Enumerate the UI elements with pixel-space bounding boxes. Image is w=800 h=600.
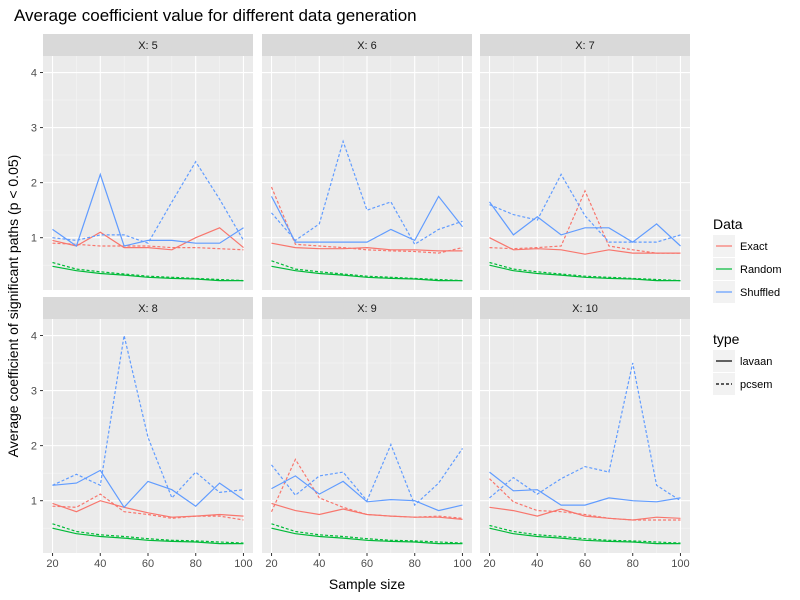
series-line-random-lavaan — [489, 264, 681, 282]
x-tick-label: 40 — [531, 558, 543, 570]
series-line-exact-lavaan — [271, 242, 463, 252]
x-tick-label: 80 — [627, 558, 639, 570]
y-tick-label: 3 — [31, 123, 37, 135]
series-line-random-lavaan — [52, 265, 244, 282]
legend-label: lavaan — [740, 356, 772, 368]
facet-panel: X: 8 1 2 3 4 20 40 60 80 100 — [31, 297, 253, 570]
x-tick-label: 80 — [190, 558, 202, 570]
facet-strip-label: X: 7 — [575, 40, 595, 52]
series-line-shuffled-lavaan — [270, 195, 463, 243]
series-line-exact-pcsem — [270, 186, 463, 254]
facet-panel: X: 10 20 40 60 80 100 — [480, 297, 690, 570]
y-tick-label: 4 — [31, 331, 37, 343]
legend-label: Shuffled — [740, 287, 780, 299]
series-line-random-lavaan — [271, 265, 463, 282]
facet-panels: X: 5 1 2 3 4 X: 6 X: 7 X: 8 1 2 3 4 20 40 60 80 100 X: 9 2… — [31, 34, 690, 570]
y-axis-title: Average coefficient of significant paths… — [5, 155, 21, 458]
y-tick-label: 2 — [31, 178, 37, 190]
legend-label: pcsem — [740, 379, 772, 391]
x-tick-label: 60 — [579, 558, 591, 570]
series-line-shuffled-pcsem — [271, 139, 463, 246]
series-line-random-lavaan — [271, 527, 463, 545]
series-line-shuffled-pcsem — [52, 335, 244, 500]
series-line-exact-lavaan — [52, 500, 244, 518]
x-tick-label: 40 — [94, 558, 106, 570]
facet-strip — [262, 297, 472, 319]
series-line-shuffled-lavaan — [271, 475, 463, 512]
series-line-shuffled-pcsem — [271, 442, 463, 507]
series-line-random-pcsem — [489, 261, 681, 282]
facet-strip — [480, 34, 690, 56]
series-line-exact-pcsem — [489, 478, 681, 521]
x-axis-title: Sample size — [329, 576, 405, 592]
series-line-random-lavaan — [52, 527, 244, 545]
x-tick-label: 100 — [234, 558, 252, 570]
facet-strip — [480, 297, 690, 319]
facet-panel: X: 6 — [262, 34, 472, 290]
facet-strip-label: X: 9 — [357, 303, 377, 315]
x-tick-label: 20 — [46, 558, 58, 570]
series-line-random-pcsem — [52, 261, 244, 282]
x-tick-label: 20 — [483, 558, 495, 570]
series-line-random-pcsem — [52, 523, 244, 544]
x-tick-label: 60 — [142, 558, 154, 570]
x-tick-label: 100 — [453, 558, 471, 570]
series-line-shuffled-pcsem — [489, 362, 681, 502]
y-tick-label: 2 — [31, 441, 37, 453]
series-line-shuffled-lavaan — [489, 201, 681, 247]
series-line-exact-pcsem — [52, 242, 244, 251]
series-line-shuffled-lavaan — [489, 471, 681, 506]
facet-strip — [262, 34, 472, 56]
y-tick-label: 3 — [31, 386, 37, 398]
facet-strip-label: X: 6 — [357, 40, 377, 52]
series-line-exact-pcsem — [270, 458, 463, 519]
chart-title: Average coefficient value for different … — [14, 6, 417, 25]
series-line-random-pcsem — [271, 523, 463, 544]
facet-panel: X: 9 20 40 60 80 100 — [262, 297, 472, 570]
x-tick-label: 80 — [409, 558, 421, 570]
x-tick-label: 40 — [313, 558, 325, 570]
series-line-exact-lavaan — [52, 227, 244, 251]
facet-strip — [43, 297, 253, 319]
series-line-exact-lavaan — [489, 237, 681, 255]
x-tick-label: 60 — [361, 558, 373, 570]
y-tick-label: 4 — [31, 68, 37, 80]
series-line-shuffled-pcsem — [52, 160, 245, 244]
legend-title-data: Data — [713, 216, 743, 232]
facet-panel: X: 7 — [480, 34, 690, 290]
series-line-random-pcsem — [489, 524, 681, 544]
facet-strip-label: X: 10 — [572, 303, 598, 315]
facet-strip-label: X: 5 — [138, 40, 158, 52]
legend-title-type: type — [713, 331, 740, 347]
series-line-shuffled-lavaan — [52, 172, 244, 247]
series-line-exact-lavaan — [489, 506, 681, 521]
facet-panel: X: 5 1 2 3 4 — [31, 34, 253, 290]
x-tick-label: 20 — [265, 558, 277, 570]
series-line-random-pcsem — [271, 260, 463, 282]
legend-label: Random — [740, 264, 782, 276]
facet-strip-label: X: 8 — [138, 303, 158, 315]
facet-strip — [43, 34, 253, 56]
series-line-exact-lavaan — [271, 502, 463, 520]
x-tick-label: 100 — [671, 558, 689, 570]
y-tick-label: 1 — [31, 233, 37, 245]
legend-label: Exact — [740, 241, 768, 253]
series-line-shuffled-lavaan — [52, 469, 244, 509]
y-tick-label: 1 — [31, 496, 37, 508]
series-line-exact-pcsem — [489, 189, 681, 254]
series-line-random-lavaan — [489, 527, 681, 545]
